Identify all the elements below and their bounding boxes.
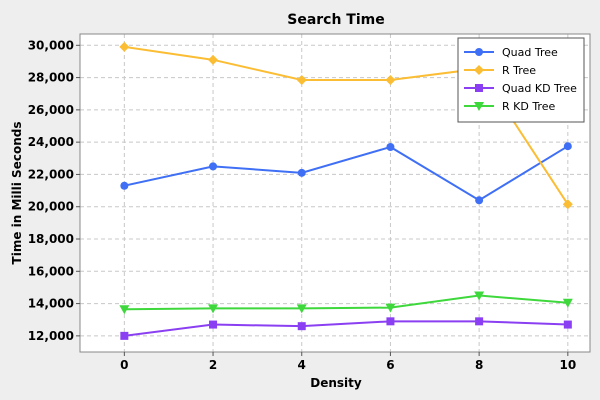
data-point <box>120 181 129 190</box>
y-tick-label: 30,000 <box>28 38 74 52</box>
data-point <box>386 317 395 326</box>
legend-label: R Tree <box>502 64 536 77</box>
y-tick-label: 12,000 <box>28 329 74 343</box>
chart-title: Search Time <box>287 12 385 28</box>
plot-border <box>79 33 591 353</box>
y-tick-label: 14,000 <box>28 297 74 311</box>
legend-swatch-marker <box>475 84 483 92</box>
series-line <box>124 145 569 202</box>
x-tick-label: 6 <box>386 358 394 372</box>
data-point <box>386 142 395 151</box>
legend: Quad Tree R Tree Quad KD Tree R KD Tree <box>457 37 585 123</box>
data-point <box>297 168 306 177</box>
legend-swatch-marker <box>474 102 484 111</box>
x-tick-label: 2 <box>209 358 217 372</box>
y-tick-label: 26,000 <box>28 103 74 117</box>
data-point <box>385 75 396 86</box>
legend-label: Quad KD Tree <box>502 82 577 95</box>
legend-label: Quad Tree <box>502 46 558 59</box>
legend-swatch-marker <box>475 48 483 56</box>
legend-swatch-marker <box>474 65 484 75</box>
data-point <box>209 162 218 171</box>
y-tick-label: 18,000 <box>28 232 74 246</box>
x-tick-label: 4 <box>298 358 306 372</box>
data-point <box>297 322 306 331</box>
data-point <box>474 291 485 301</box>
y-tick-label: 16,000 <box>28 264 74 278</box>
y-axis-label: Time in Milli Seconds <box>10 122 24 265</box>
x-tick-label: 10 <box>559 358 576 372</box>
data-point <box>119 305 130 315</box>
y-tick-label: 28,000 <box>28 71 74 85</box>
data-point <box>563 142 572 151</box>
data-point <box>120 331 129 340</box>
data-point <box>563 320 572 329</box>
y-tick-label: 20,000 <box>28 200 74 214</box>
y-tick-label: 22,000 <box>28 167 74 181</box>
data-point <box>208 304 219 314</box>
series-line <box>124 320 568 337</box>
data-point <box>475 196 484 205</box>
gridlines <box>80 34 590 352</box>
data-point <box>296 304 307 314</box>
data-point <box>209 320 218 329</box>
series-line <box>124 294 568 311</box>
x-tick-label: 0 <box>120 358 128 372</box>
x-axis-label: Density <box>310 376 362 390</box>
data-point <box>562 199 573 210</box>
x-tick-label: 8 <box>475 358 483 372</box>
data-point <box>385 303 396 313</box>
data-point <box>475 317 484 326</box>
data-point <box>208 54 219 65</box>
data-point <box>296 75 307 86</box>
y-tick-label: 24,000 <box>28 135 74 149</box>
data-point <box>562 298 573 308</box>
axes: 12,000 14,000 16,000 18,000 20,000 22,000 24,0… <box>28 33 591 372</box>
legend-label: R KD Tree <box>502 100 555 113</box>
data-point <box>119 41 130 52</box>
